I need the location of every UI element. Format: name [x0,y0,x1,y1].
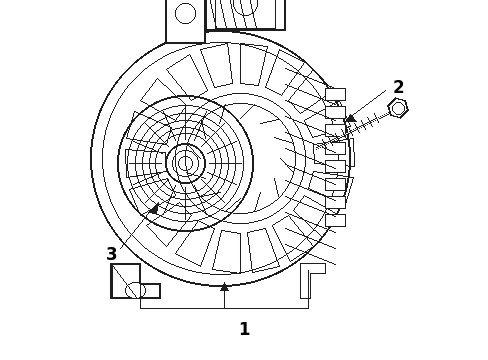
Text: 2: 2 [391,79,403,97]
Text: 3: 3 [106,246,118,264]
Text: 1: 1 [238,321,249,339]
